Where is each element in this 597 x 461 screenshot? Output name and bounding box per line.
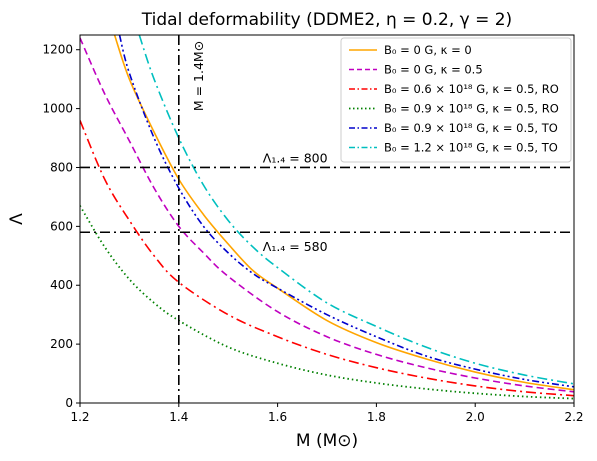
series-line-6 bbox=[138, 35, 574, 385]
x-tick-label: 1.8 bbox=[367, 410, 386, 424]
reference-lines bbox=[80, 35, 574, 403]
legend-box bbox=[340, 37, 572, 163]
plot-frame bbox=[79, 34, 575, 404]
legend-label-3: B₀ = 0.6 × 10¹⁸ G, κ = 0.5, RO bbox=[384, 82, 559, 96]
series-line-1 bbox=[113, 35, 574, 391]
legend-label-2: B₀ = 0 G, κ = 0.5 bbox=[384, 63, 483, 77]
y-tick-label: 0 bbox=[65, 396, 73, 410]
series-line-2 bbox=[80, 37, 574, 393]
reference-label-mass-1-4: M = 1.4M⊙ bbox=[191, 41, 206, 111]
chart-title: Tidal deformability (DDME2, η = 0.2, γ =… bbox=[141, 10, 512, 30]
x-tick-label: 1.6 bbox=[268, 410, 287, 424]
legend-label-1: B₀ = 0 G, κ = 0 bbox=[384, 43, 472, 57]
legend: B₀ = 0 G, κ = 0 B₀ = 0 G, κ = 0.5 B₀ = 0.6… bbox=[340, 37, 572, 163]
x-tick-label: 2.2 bbox=[564, 410, 583, 424]
x-tick-label: 1.4 bbox=[169, 410, 188, 424]
reference-label-lambda-800: Λ₁.₄ = 800 bbox=[263, 150, 328, 165]
y-tick-label: 400 bbox=[50, 278, 73, 292]
y-tick-label: 1200 bbox=[42, 43, 73, 57]
y-axis: 0 200 400 600 800 1000 1200 bbox=[42, 43, 80, 410]
reference-labels: Λ₁.₄ = 800 Λ₁.₄ = 580 M = 1.4M⊙ bbox=[191, 41, 328, 254]
x-axis: 1.2 1.4 1.6 1.8 2.0 2.2 bbox=[70, 403, 584, 424]
y-axis-label: Λ bbox=[7, 213, 27, 225]
x-axis-label: M (M⊙) bbox=[296, 431, 358, 451]
y-tick-label: 1000 bbox=[42, 102, 73, 116]
legend-label-5: B₀ = 0.9 × 10¹⁸ G, κ = 0.5, TO bbox=[384, 121, 558, 135]
series-layer bbox=[80, 35, 574, 400]
x-tick-label: 2.0 bbox=[466, 410, 485, 424]
series-line-5 bbox=[118, 35, 574, 388]
legend-label-4: B₀ = 0.9 × 10¹⁸ G, κ = 0.5, RO bbox=[384, 102, 559, 116]
y-tick-label: 600 bbox=[50, 219, 73, 233]
y-tick-label: 800 bbox=[50, 160, 73, 174]
series-line-3 bbox=[80, 120, 574, 397]
y-tick-label: 200 bbox=[50, 337, 73, 351]
reference-label-lambda-580: Λ₁.₄ = 580 bbox=[263, 239, 328, 254]
x-tick-label: 1.2 bbox=[70, 410, 89, 424]
series-line-4 bbox=[80, 205, 574, 400]
legend-label-6: B₀ = 1.2 × 10¹⁸ G, κ = 0.5, TO bbox=[384, 141, 558, 155]
